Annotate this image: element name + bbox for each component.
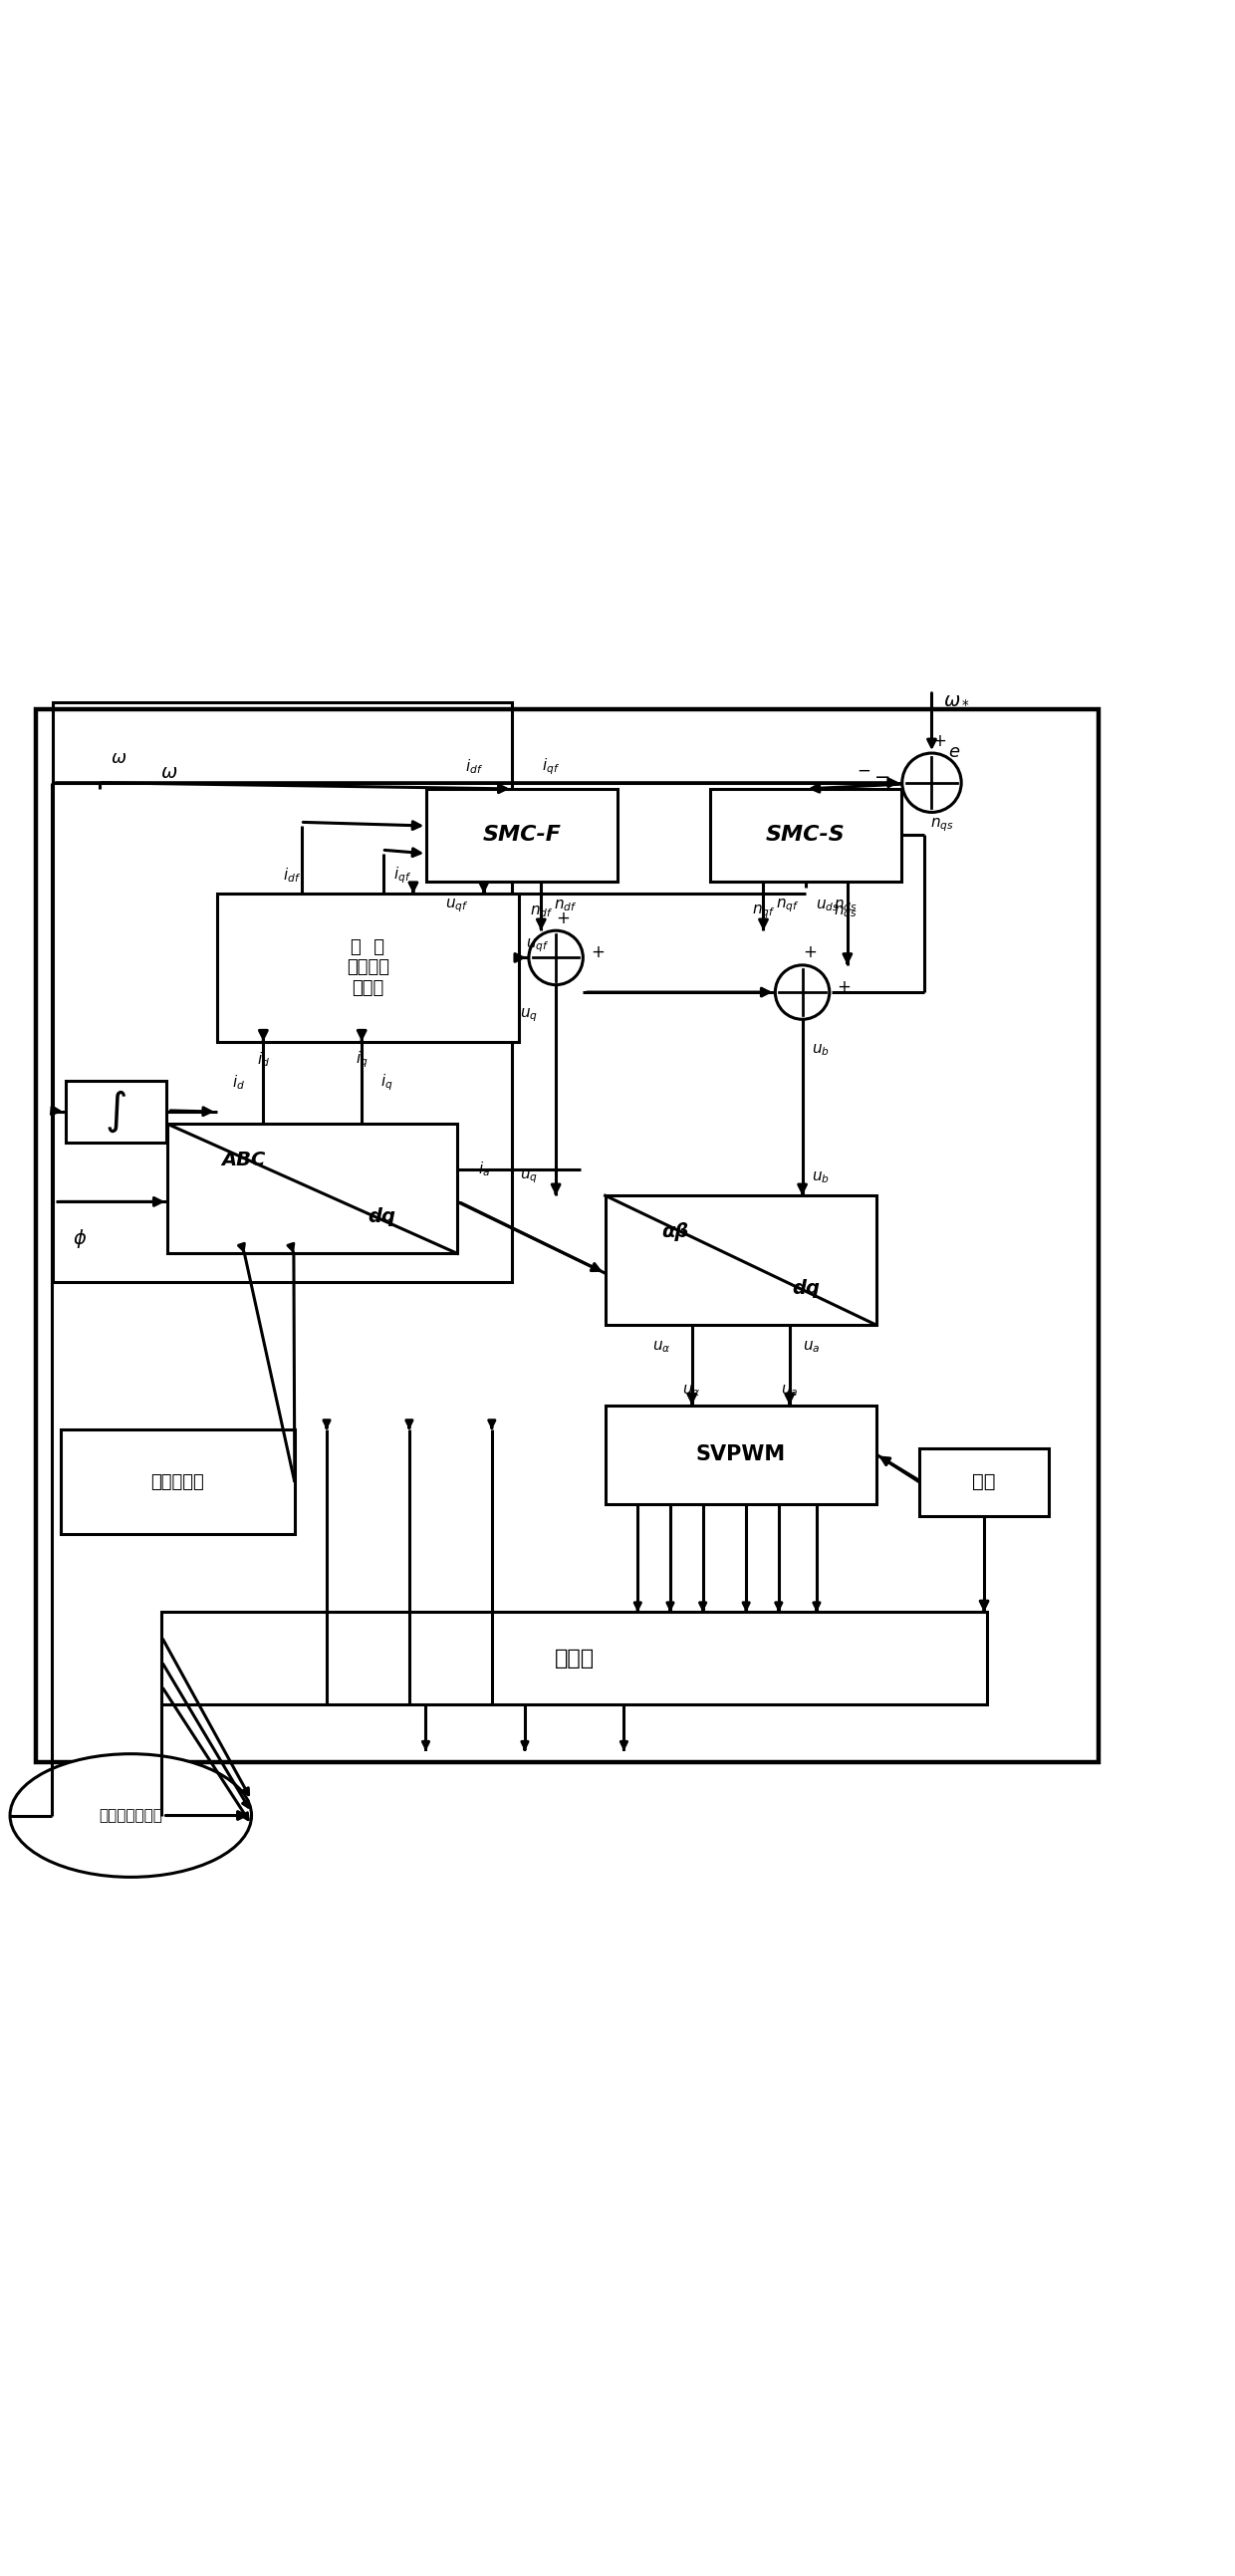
Text: +: + [590, 943, 605, 961]
Bar [710, 788, 900, 881]
Text: $u_a$: $u_a$ [781, 1383, 798, 1399]
Text: $i_{qf}$: $i_{qf}$ [394, 866, 411, 886]
Text: $n_{ds}$: $n_{ds}$ [834, 899, 857, 914]
Text: $u_{qf}$: $u_{qf}$ [445, 896, 468, 914]
Bar [162, 1613, 987, 1705]
Bar [61, 1430, 295, 1535]
Bar [36, 708, 1098, 1762]
Bar [605, 1404, 877, 1504]
Text: $\int$: $\int$ [105, 1090, 127, 1136]
Text: 电流互感器: 电流互感器 [151, 1473, 204, 1492]
Text: $u_q$: $u_q$ [520, 1007, 537, 1025]
Text: 逃变器: 逃变器 [555, 1649, 594, 1669]
Text: $u_\alpha$: $u_\alpha$ [652, 1340, 671, 1355]
Bar [65, 1082, 167, 1144]
Circle shape [902, 752, 961, 811]
Text: $i_{qf}$: $i_{qf}$ [542, 757, 559, 778]
Text: SVPWM: SVPWM [695, 1445, 785, 1463]
Text: $\omega$: $\omega$ [161, 762, 178, 783]
Text: $\omega$: $\omega$ [110, 750, 126, 768]
Text: 永磁同步电动机: 永磁同步电动机 [99, 1808, 163, 1824]
Text: −: − [874, 768, 890, 788]
Text: +: + [803, 943, 816, 961]
Text: SMC-F: SMC-F [483, 824, 562, 845]
Text: $u_a$: $u_a$ [803, 1340, 820, 1355]
Bar [919, 1448, 1049, 1517]
Text: αβ: αβ [662, 1224, 689, 1242]
Text: dq: dq [792, 1280, 820, 1298]
Bar [168, 1123, 457, 1255]
Ellipse shape [10, 1754, 252, 1878]
Text: $i_d$: $i_d$ [232, 1074, 245, 1092]
Text: $i_a$: $i_a$ [478, 1159, 490, 1180]
Circle shape [776, 966, 830, 1020]
Circle shape [529, 930, 583, 984]
Text: $u_q$: $u_q$ [520, 1170, 537, 1185]
Text: $n_{qf}$: $n_{qf}$ [752, 904, 776, 920]
Text: $e$: $e$ [947, 742, 960, 760]
Text: $i_d$: $i_d$ [257, 1051, 269, 1069]
Bar [53, 703, 511, 1283]
Text: $u_b$: $u_b$ [811, 1170, 830, 1185]
Text: 计  算
永磁同步
电动机: 计 算 永磁同步 电动机 [347, 938, 389, 997]
Bar [426, 788, 618, 881]
Text: +: + [837, 979, 851, 997]
Text: +: + [557, 909, 571, 927]
Text: −: − [857, 762, 871, 781]
Text: $n_{ds}$: $n_{ds}$ [834, 904, 857, 920]
Text: $u_b$: $u_b$ [811, 1043, 830, 1059]
Text: $i_q$: $i_q$ [380, 1072, 393, 1092]
Text: ABC: ABC [221, 1151, 266, 1170]
Text: $u_{qf}$: $u_{qf}$ [526, 938, 550, 953]
Text: SMC-S: SMC-S [766, 824, 845, 845]
Text: $\omega_*$: $\omega_*$ [942, 690, 969, 708]
Text: $i_{df}$: $i_{df}$ [283, 866, 300, 884]
Bar [217, 894, 519, 1041]
Text: $n_{qf}$: $n_{qf}$ [777, 896, 800, 914]
Text: $n_{df}$: $n_{df}$ [530, 904, 553, 920]
Bar [605, 1195, 877, 1324]
Text: $i_{df}$: $i_{df}$ [466, 757, 483, 775]
Text: 电源: 电源 [972, 1473, 995, 1492]
Text: $i_q$: $i_q$ [356, 1051, 368, 1069]
Text: $u_{ds}$: $u_{ds}$ [816, 899, 840, 914]
Text: $\phi$: $\phi$ [73, 1226, 88, 1249]
Text: $u_\alpha$: $u_\alpha$ [683, 1383, 701, 1399]
Text: +: + [932, 732, 946, 750]
Text: $n_{df}$: $n_{df}$ [555, 899, 578, 914]
Text: $n_{qs}$: $n_{qs}$ [930, 817, 955, 835]
Text: dq: dq [368, 1208, 396, 1226]
